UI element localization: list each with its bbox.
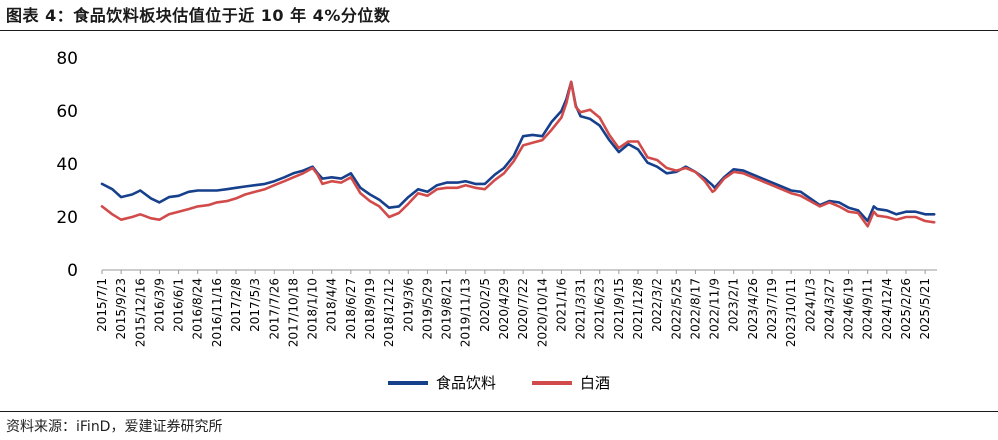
series-line-0	[100, 80, 936, 223]
series-line-1	[100, 80, 936, 228]
x-tick-label: 2022/5/25	[669, 278, 683, 340]
x-tick-label: 2023/2/1	[727, 278, 741, 332]
x-tick-label: 2017/10/18	[286, 278, 300, 347]
x-tick-label: 2016/6/1	[172, 278, 186, 332]
x-tick-label: 2025/2/26	[899, 278, 913, 340]
legend-swatch	[387, 380, 428, 385]
x-tick-label: 2022/11/9	[708, 278, 722, 340]
x-tick-label: 2023/10/11	[784, 278, 798, 347]
x-tick-label: 2018/6/27	[344, 278, 358, 340]
y-tick-label: 40	[56, 155, 78, 175]
x-tick-label: 2021/6/23	[593, 278, 607, 340]
x-tick-label: 2020/10/14	[535, 278, 549, 347]
x-tick-label: 2015/9/23	[114, 278, 128, 340]
source-note: 资料来源：iFinD，爱建证券研究所	[6, 419, 223, 435]
x-axis: 2015/7/1 2015/9/23 2015/12/16 2016/3/9 2016/…	[95, 269, 937, 347]
bottom-rule	[0, 411, 998, 412]
x-tick-label: 2022/8/17	[688, 278, 702, 340]
x-tick-label: 2015/12/16	[133, 278, 147, 347]
x-tick-label: 2020/7/22	[516, 278, 530, 340]
x-tick-label: 2021/1/6	[554, 278, 568, 332]
y-tick-label: 20	[56, 208, 78, 228]
x-tick-label: 2024/1/3	[803, 278, 817, 332]
x-tick-label: 2021/9/15	[612, 278, 626, 340]
legend-label: 食品饮料	[435, 374, 496, 392]
x-tick-label: 2019/8/21	[440, 278, 454, 340]
x-tick-label: 2017/2/8	[229, 278, 243, 332]
series-group	[100, 80, 936, 228]
x-tick-label: 2020/4/29	[497, 278, 511, 340]
legend: 食品饮料 白酒	[0, 372, 998, 393]
x-tick-label: 2024/6/19	[842, 278, 856, 340]
legend-label: 白酒	[580, 374, 611, 392]
x-tick-label: 2018/4/4	[325, 278, 339, 332]
x-tick-label: 2024/12/4	[880, 278, 894, 340]
legend-item-0: 食品饮料	[387, 372, 496, 393]
x-tick-label: 2021/3/31	[574, 278, 588, 340]
top-rule	[0, 30, 998, 31]
y-tick-label: 80	[56, 49, 78, 69]
y-tick-label: 0	[67, 261, 78, 281]
x-tick-label: 2015/7/1	[95, 278, 109, 332]
x-tick-label: 2022/3/2	[650, 278, 664, 332]
x-tick-label: 2016/3/9	[152, 278, 166, 332]
y-axis: 0 20 40 60 80	[56, 49, 78, 281]
x-tick-label: 2023/4/26	[746, 278, 760, 340]
x-tick-label: 2016/8/24	[191, 278, 205, 340]
x-tick-label: 2025/5/21	[918, 278, 932, 340]
legend-swatch	[532, 380, 572, 385]
y-tick-label: 60	[56, 102, 78, 122]
x-tick-label: 2021/12/8	[631, 278, 645, 340]
x-tick-label: 2024/9/11	[861, 278, 875, 340]
x-tick-label: 2018/1/10	[306, 278, 320, 340]
x-tick-label: 2019/5/29	[420, 278, 434, 340]
x-tick-label: 2018/9/19	[363, 278, 377, 340]
x-tick-label: 2020/2/5	[478, 278, 492, 332]
x-tick-label: 2017/5/3	[248, 278, 262, 332]
chart-title: 图表 4：食品饮料板块估值位于近 10 年 4%分位数	[6, 6, 391, 25]
legend-item-1: 白酒	[532, 372, 610, 393]
x-tick-label: 2019/3/6	[401, 278, 415, 332]
x-tick-label: 2024/3/27	[822, 278, 836, 340]
x-tick-label: 2016/11/16	[210, 278, 224, 347]
x-tick-label: 2018/12/12	[382, 278, 396, 347]
x-tick-label: 2023/7/19	[765, 278, 779, 340]
x-tick-label: 2019/11/13	[459, 278, 473, 347]
x-tick-label: 2017/7/26	[267, 278, 281, 340]
